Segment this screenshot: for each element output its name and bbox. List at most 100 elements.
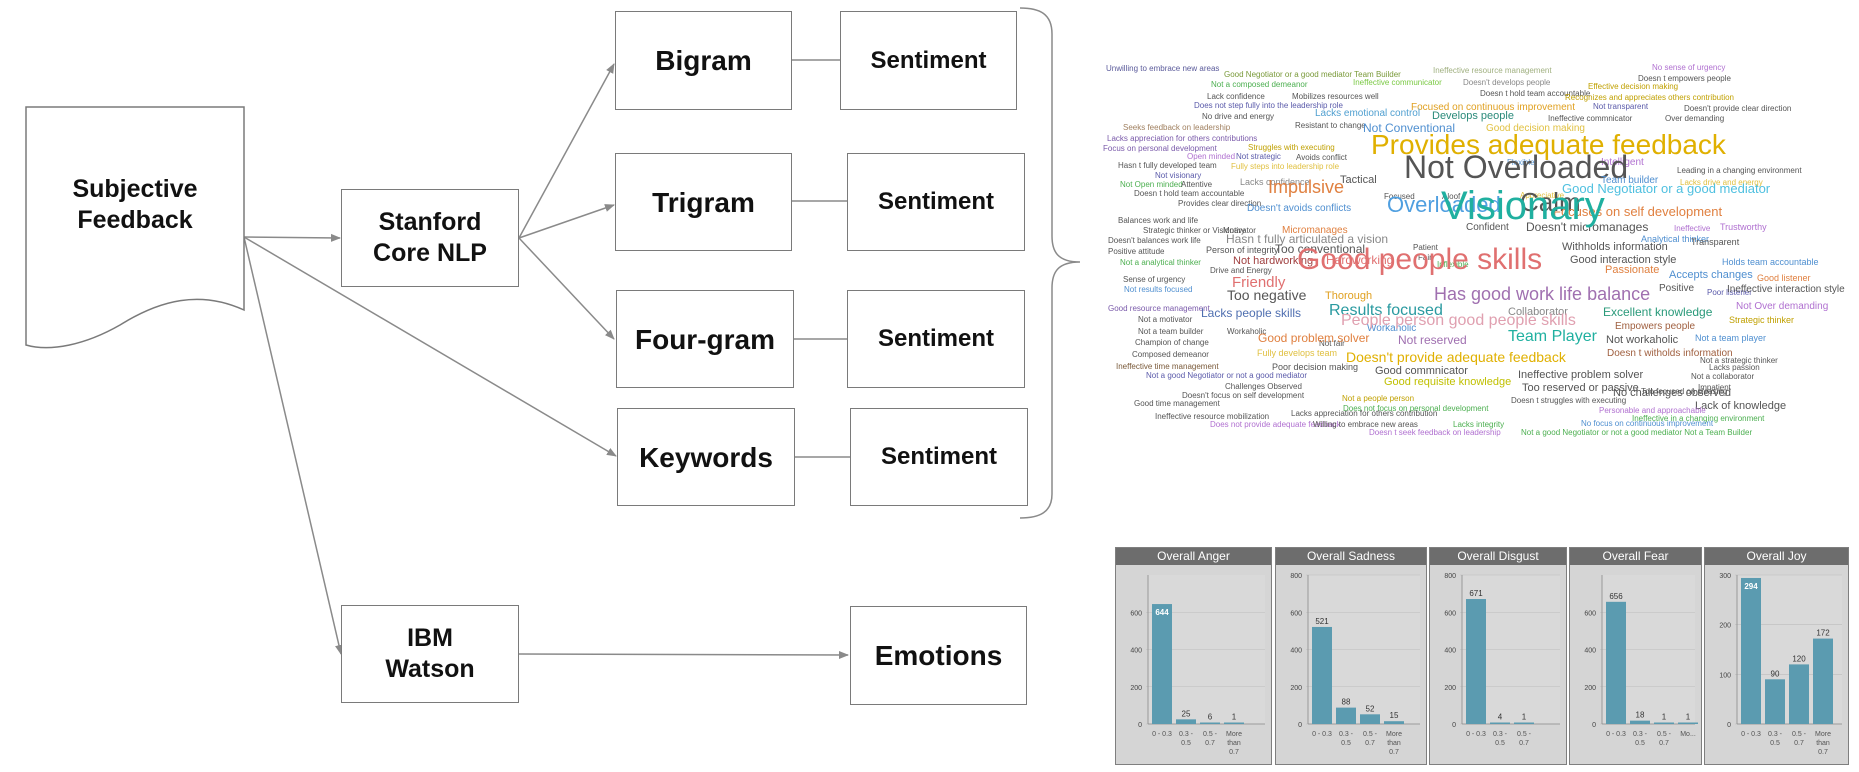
x-category-label: 0.7: [1205, 740, 1215, 747]
word-cloud-term: Poor listener: [1707, 288, 1752, 298]
word-cloud-term: Good interaction style: [1570, 253, 1677, 266]
x-category-label: 0.5 -: [1792, 731, 1807, 738]
chart-panel-disgust: Overall Disgust 0 200 400 600 800 671 0 - 0.3 4…: [1429, 547, 1567, 765]
word-cloud-term: Not fair: [1319, 339, 1345, 349]
x-category-label: More: [1226, 731, 1242, 738]
bar-value-label: 644: [1155, 608, 1169, 617]
word-cloud-term: Sense of urgency: [1123, 275, 1186, 285]
x-category-label: Mo...: [1680, 731, 1696, 738]
chart-title-fear: Overall Fear: [1570, 548, 1701, 565]
x-category-label: 0.3 -: [1633, 731, 1648, 738]
word-cloud-term: Avoids conflict: [1296, 153, 1347, 163]
keywords-sentiment-box: Sentiment: [850, 408, 1028, 506]
word-cloud-term: Good listener: [1757, 273, 1811, 284]
bar-value-label: 1: [1232, 713, 1237, 722]
bar: [1360, 714, 1380, 724]
word-cloud-term: Doesn t hold team accountable: [1480, 89, 1591, 99]
bar: [1466, 599, 1486, 724]
word-cloud-term: Not a team player: [1695, 333, 1767, 344]
word-cloud-term: Seeks feedback on leadership: [1123, 123, 1231, 133]
word-cloud-term: Transparent: [1691, 237, 1740, 248]
chart-panel-sadness: Overall Sadness 0 200 400 600 800 521 0 - 0.3 8…: [1275, 547, 1427, 765]
y-tick-label: 400: [1584, 648, 1596, 655]
word-cloud-term: Too focused on pleasing: [1641, 387, 1728, 397]
bar-value-label: 18: [1636, 711, 1645, 720]
word-cloud-term: Focused on continuous improvement: [1411, 101, 1575, 113]
keywords-box: Keywords: [617, 408, 795, 506]
word-cloud-term: No focus on continuous improvement: [1581, 419, 1714, 429]
word-cloud-term: Fully develops team: [1257, 348, 1338, 359]
sadness-bar-chart: 0 200 400 600 800 521 0 - 0.3 88 0.3 - 0.5 52 0.5 -…: [1290, 573, 1420, 756]
word-cloud-term: Too reserved or passive: [1522, 381, 1639, 394]
word-cloud-term: Empowers people: [1615, 320, 1696, 332]
word-cloud-term: Impatient: [1698, 383, 1731, 393]
word-cloud-term: No sense of urgency: [1652, 63, 1726, 73]
word-cloud-term: Not a motivator: [1138, 315, 1193, 325]
word-cloud-term: Person of integrity: [1206, 245, 1279, 256]
word-cloud-term: Challenges Observed: [1225, 382, 1302, 392]
bar-value-label: 90: [1771, 669, 1780, 678]
x-category-label: 0.5: [1495, 740, 1505, 747]
word-cloud-term: Lacks emotional control: [1315, 107, 1421, 119]
word-cloud-term: Not a team builder: [1138, 327, 1204, 337]
word-cloud-term: Not a collaborator: [1691, 372, 1755, 382]
bar: [1490, 722, 1510, 724]
bar: [1678, 722, 1698, 724]
chart-panel-fear: Overall Fear 0 200 400 600 656 0 - 0.3 18 0.3 -…: [1569, 547, 1702, 765]
y-tick-label: 0: [1298, 722, 1302, 729]
bar-value-label: 294: [1744, 582, 1758, 591]
word-cloud-term: Does not step fully into the leadership …: [1194, 101, 1343, 111]
word-cloud-term: Doesn't provide adequate feedback: [1346, 349, 1566, 366]
word-cloud-term: Not results focused: [1124, 285, 1193, 295]
word-cloud-term: Not a good Negotiator or not a good medi…: [1146, 371, 1307, 381]
arrow-ibm-to-emotions: [518, 650, 849, 659]
word-cloud-term: Good Negotiator or a good mediator: [1562, 180, 1771, 196]
trigram-sentiment-box: Sentiment: [847, 153, 1025, 251]
word-cloud-term: Fair: [1418, 253, 1432, 263]
word-cloud-term: Doesn t struggles with executing: [1511, 396, 1627, 406]
word-cloud-term: Focuses on self development: [1553, 203, 1723, 219]
word-cloud-term: Has good work life balance: [1434, 283, 1651, 304]
word-cloud-term: Ineffective commnicator: [1548, 114, 1633, 124]
word-cloud-term: Calm: [1520, 186, 1581, 217]
word-cloud-term: Ineffective problem solver: [1518, 368, 1644, 381]
x-category-label: 0 - 0.3: [1466, 731, 1486, 738]
word-cloud-term: Provides clear direction: [1178, 199, 1262, 209]
word-cloud-term: Poor decision making: [1272, 362, 1359, 373]
word-cloud-term: Flexible: [1507, 158, 1535, 168]
anger-bar-chart: 0 200 400 600 644 0 - 0.3 25 0.3 - 0.5 6 0.5 - 0.7 1…: [1130, 575, 1265, 756]
word-cloud-term: Balances work and life: [1118, 216, 1199, 226]
word-cloud-term: Results focused: [1329, 302, 1443, 320]
bar: [1630, 720, 1650, 724]
bar: [1224, 722, 1244, 724]
bar-value-label: 1: [1686, 713, 1691, 722]
bar: [1384, 721, 1404, 724]
x-category-label: 0.7: [1229, 749, 1239, 756]
y-tick-label: 0: [1592, 722, 1596, 729]
y-tick-label: 400: [1130, 648, 1142, 655]
x-category-label: 0.7: [1794, 740, 1804, 747]
word-cloud-term: Provides adequate feedback: [1371, 129, 1726, 161]
word-cloud-term: No challenges observed: [1613, 386, 1732, 399]
word-cloud-term: Positive attitude: [1108, 247, 1165, 257]
word-cloud-term: Lacks integrity: [1453, 420, 1505, 430]
y-tick-label: 200: [1444, 685, 1456, 692]
word-cloud-term: Struggles with executing: [1248, 143, 1335, 153]
word-cloud-term: Collaborator: [1508, 305, 1568, 318]
word-cloud-term: Tactical: [1340, 173, 1377, 186]
word-cloud-term: Analytical thinker: [1641, 234, 1710, 245]
word-cloud-term: Hasn t fully developed team: [1118, 161, 1217, 171]
arrow-subjective-to-ibm: [243, 236, 343, 655]
bar-value-label: 25: [1182, 709, 1191, 718]
chart-panel-anger: Overall Anger 0 200 400 600 644 0 - 0.3 25 0.3 …: [1115, 547, 1272, 765]
word-cloud-term: Not a analytical thinker: [1120, 258, 1201, 268]
word-cloud-term: Doesn t hold team accountable: [1134, 189, 1245, 199]
word-cloud-term: Good commnicator: [1375, 364, 1468, 377]
word-cloud-term: Attentive: [1181, 180, 1213, 190]
word-cloud-term: Personable and approachable: [1599, 406, 1706, 416]
bar: [1176, 719, 1196, 724]
word-cloud-term: Fully steps into leadership role: [1231, 162, 1340, 172]
chart-title-disgust: Overall Disgust: [1430, 548, 1566, 565]
bar: [1789, 664, 1809, 724]
